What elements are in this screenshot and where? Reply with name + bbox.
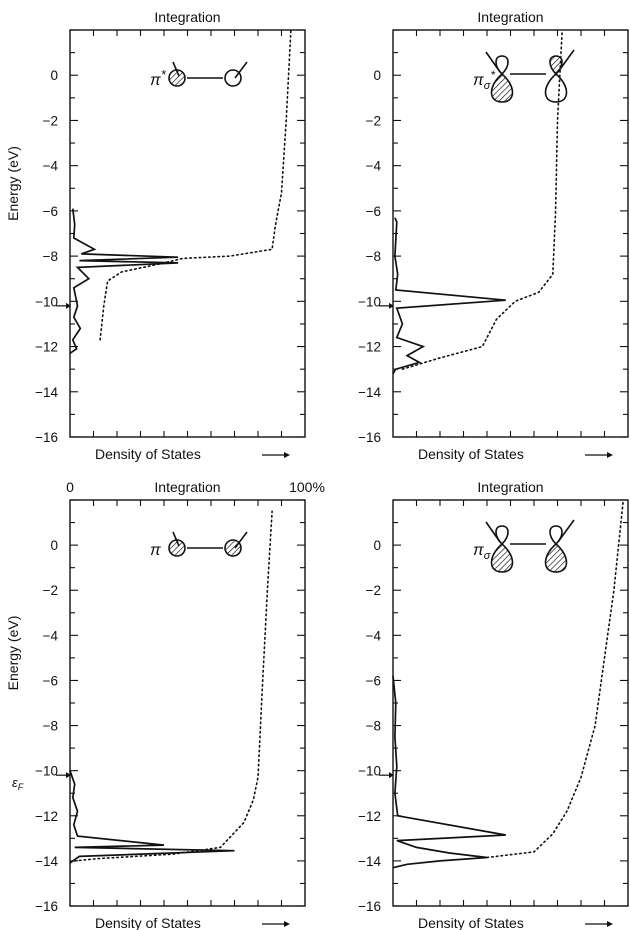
fermi-label-subscript: F — [18, 782, 24, 792]
x-axis-label: Density of States — [418, 915, 524, 930]
y-tick-label: −6 — [366, 204, 381, 219]
dos-curve — [393, 676, 506, 868]
orbital-lobe-right-upper — [550, 526, 562, 544]
y-tick-label: −14 — [358, 854, 381, 869]
y-tick-label: −16 — [358, 899, 381, 914]
orbital-label-subscript: σ — [484, 550, 491, 562]
orbital-lobe-left — [492, 544, 513, 572]
y-tick-label: −6 — [43, 673, 58, 688]
y-tick-label: −8 — [366, 249, 381, 264]
y-tick-label: −16 — [35, 899, 58, 914]
y-tick-label: 0 — [373, 538, 381, 553]
y-tick-label: −2 — [43, 113, 58, 128]
substituent-left — [486, 522, 500, 542]
x-axis-arrowhead — [284, 452, 290, 458]
y-tick-label: −8 — [43, 249, 58, 264]
y-tick-label: −8 — [43, 719, 58, 734]
fermi-label: εF — [12, 775, 24, 792]
integration-label: Integration — [477, 9, 543, 25]
y-tick-label: −12 — [35, 809, 58, 824]
x-axis-label: Density of States — [95, 915, 201, 930]
y-tick-label: −14 — [35, 385, 58, 400]
x-axis-arrowhead — [284, 921, 290, 927]
orbital-lobe-right — [546, 544, 567, 572]
dos-curve — [70, 209, 178, 354]
y-tick-label: −2 — [366, 113, 381, 128]
orbital-lobe-left-upper — [496, 526, 508, 544]
panel-bottom-left: Integration 0 100% 0 −2 −4 −6 −8 −10 −12 −14 −16 Den… — [5, 479, 325, 930]
y-tick-label: −12 — [358, 809, 381, 824]
orbital-label-superscript: * — [490, 68, 495, 82]
y-tick-label: −2 — [366, 583, 381, 598]
orbital-label: π* — [150, 67, 167, 89]
y-tick-label: −6 — [43, 204, 58, 219]
x-axis-label: Density of States — [95, 446, 201, 462]
y-tick-label: −16 — [35, 430, 58, 445]
x-axis-arrowhead — [607, 921, 613, 927]
y-tick-label: −10 — [35, 764, 58, 779]
y-tick-label: −16 — [358, 430, 381, 445]
integration-curve — [100, 30, 291, 340]
y-tick-label: −8 — [366, 719, 381, 734]
y-axis-label: Energy (eV) — [5, 616, 21, 691]
x-start-label: 0 — [66, 479, 74, 495]
integration-curve — [75, 511, 272, 861]
plot-frame — [70, 30, 305, 437]
x-axis-label: Density of States — [418, 446, 524, 462]
y-tick-label: 0 — [50, 538, 58, 553]
y-tick-label: −4 — [43, 159, 59, 174]
panel-top-left: Integration 0 −2 −4 −6 −8 −10 −12 −14 −16 Density … — [5, 9, 305, 462]
y-tick-label: −4 — [366, 628, 382, 643]
integration-label: Integration — [154, 9, 220, 25]
x-axis-arrowhead — [607, 452, 613, 458]
y-tick-label: −10 — [358, 764, 381, 779]
y-tick-label: 0 — [50, 68, 58, 83]
y-tick-label: −14 — [35, 854, 58, 869]
y-tick-label: −10 — [358, 294, 381, 309]
y-tick-label: −12 — [35, 340, 58, 355]
orbital-lobe-left-upper — [496, 56, 508, 74]
x-end-label: 100% — [289, 479, 325, 495]
plot-frame — [70, 500, 305, 906]
panel-bottom-right: Integration 0 −2 −4 −6 −8 −10 −12 −14 −16 Density … — [358, 479, 628, 930]
y-tick-label: −4 — [366, 159, 382, 174]
y-axis-label: Energy (eV) — [5, 146, 21, 221]
y-tick-label: −4 — [43, 628, 59, 643]
panel-top-right: Integration 0 −2 −4 −6 −8 −10 −12 −14 −16 Density … — [358, 9, 628, 462]
integration-label: Integration — [154, 479, 220, 495]
orbital-label: π — [150, 542, 161, 559]
y-tick-label: −2 — [43, 583, 58, 598]
dos-curve — [393, 218, 506, 374]
orbital-lobe-right — [546, 74, 567, 102]
integration-label: Integration — [477, 479, 543, 495]
y-tick-label: −10 — [35, 294, 58, 309]
orbital-label: πσ — [473, 542, 491, 562]
y-tick-label: −12 — [358, 340, 381, 355]
orbital-label-superscript: * — [161, 67, 167, 82]
y-tick-label: −6 — [366, 673, 381, 688]
y-tick-label: 0 — [373, 68, 381, 83]
y-tick-label: −14 — [358, 385, 381, 400]
